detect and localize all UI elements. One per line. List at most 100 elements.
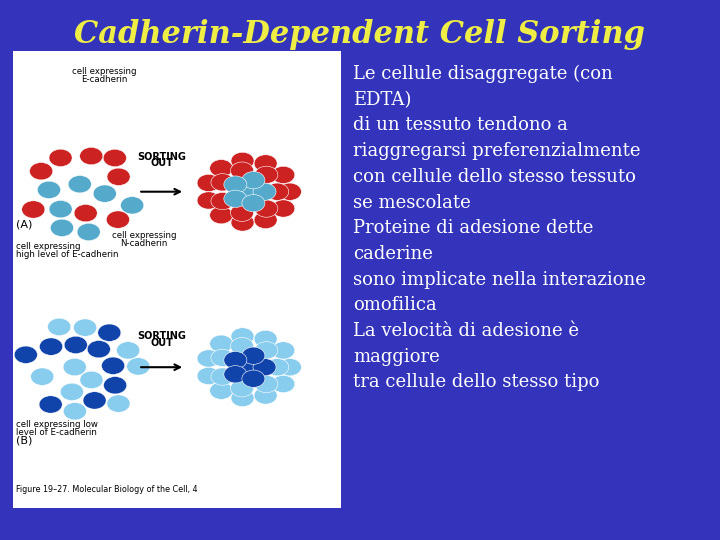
- Circle shape: [211, 192, 234, 210]
- Circle shape: [242, 347, 265, 365]
- Text: E-cadherin: E-cadherin: [81, 75, 127, 84]
- Circle shape: [22, 201, 45, 218]
- Circle shape: [80, 147, 103, 165]
- Circle shape: [37, 181, 60, 199]
- Circle shape: [48, 318, 71, 335]
- Circle shape: [231, 152, 254, 170]
- Circle shape: [242, 194, 265, 212]
- Circle shape: [49, 149, 72, 166]
- Circle shape: [255, 342, 278, 359]
- Circle shape: [230, 338, 253, 355]
- Circle shape: [242, 370, 265, 387]
- Circle shape: [255, 375, 278, 393]
- Circle shape: [104, 376, 127, 394]
- Circle shape: [224, 176, 247, 193]
- Circle shape: [211, 349, 234, 367]
- Circle shape: [279, 359, 302, 376]
- Circle shape: [237, 183, 260, 200]
- Text: Cadherin-Dependent Cell Sorting: Cadherin-Dependent Cell Sorting: [74, 19, 646, 50]
- Circle shape: [231, 389, 254, 407]
- Circle shape: [98, 324, 121, 341]
- Circle shape: [210, 335, 233, 352]
- Circle shape: [224, 352, 247, 369]
- Text: N-cadherin: N-cadherin: [120, 239, 168, 248]
- Circle shape: [230, 380, 253, 397]
- Circle shape: [197, 350, 220, 367]
- Circle shape: [211, 174, 234, 191]
- Circle shape: [14, 346, 37, 363]
- Circle shape: [121, 197, 144, 214]
- Circle shape: [210, 207, 233, 224]
- Circle shape: [230, 162, 253, 179]
- Text: OUT: OUT: [150, 158, 174, 168]
- Circle shape: [271, 375, 294, 393]
- Circle shape: [255, 200, 278, 217]
- Circle shape: [80, 372, 103, 389]
- Circle shape: [73, 319, 96, 336]
- Text: cell expressing: cell expressing: [112, 231, 176, 240]
- Text: cell expressing: cell expressing: [72, 66, 137, 76]
- Circle shape: [224, 190, 247, 207]
- Circle shape: [254, 211, 277, 228]
- Circle shape: [230, 204, 253, 221]
- Circle shape: [254, 387, 277, 404]
- Circle shape: [74, 205, 97, 222]
- Text: Figure 19–27. Molecular Biology of the Cell, 4: Figure 19–27. Molecular Biology of the C…: [16, 485, 197, 494]
- Circle shape: [253, 359, 276, 376]
- Circle shape: [253, 183, 276, 200]
- Circle shape: [30, 163, 53, 180]
- Circle shape: [102, 357, 125, 374]
- Circle shape: [231, 214, 254, 231]
- Text: (A): (A): [16, 219, 32, 230]
- Circle shape: [83, 392, 106, 409]
- Circle shape: [279, 183, 302, 200]
- Text: SORTING: SORTING: [138, 331, 186, 341]
- Text: cell expressing low: cell expressing low: [16, 420, 98, 429]
- Text: cell expressing: cell expressing: [16, 242, 81, 251]
- Circle shape: [117, 342, 140, 359]
- Circle shape: [107, 395, 130, 412]
- Circle shape: [127, 358, 150, 375]
- Text: Le cellule disaggregate (con
EDTA)
di un tessuto tendono a
riaggregarsi preferen: Le cellule disaggregate (con EDTA) di un…: [353, 65, 646, 392]
- Circle shape: [94, 185, 117, 202]
- Circle shape: [50, 219, 73, 237]
- Circle shape: [254, 330, 277, 348]
- Text: high level of E-cadherin: high level of E-cadherin: [16, 250, 118, 259]
- Circle shape: [237, 359, 260, 376]
- Circle shape: [40, 338, 63, 355]
- Circle shape: [107, 168, 130, 185]
- Circle shape: [68, 176, 91, 193]
- Circle shape: [107, 211, 130, 228]
- Circle shape: [211, 368, 234, 385]
- Circle shape: [31, 368, 54, 385]
- Circle shape: [63, 359, 86, 376]
- Circle shape: [271, 166, 294, 184]
- FancyBboxPatch shape: [13, 51, 341, 508]
- Circle shape: [210, 382, 233, 400]
- Circle shape: [39, 396, 62, 413]
- Text: SORTING: SORTING: [138, 152, 186, 162]
- Circle shape: [266, 183, 289, 200]
- Circle shape: [255, 166, 278, 184]
- Circle shape: [197, 367, 220, 384]
- Circle shape: [49, 200, 72, 218]
- Circle shape: [87, 341, 110, 358]
- Circle shape: [64, 336, 87, 354]
- Circle shape: [271, 200, 294, 217]
- Text: level of E-cadherin: level of E-cadherin: [16, 428, 96, 437]
- Text: OUT: OUT: [150, 338, 174, 348]
- Circle shape: [63, 403, 86, 420]
- Circle shape: [271, 342, 294, 359]
- Circle shape: [266, 359, 289, 376]
- Circle shape: [242, 172, 265, 189]
- Circle shape: [104, 150, 127, 167]
- Circle shape: [60, 383, 84, 401]
- Circle shape: [197, 174, 220, 192]
- Circle shape: [210, 159, 233, 177]
- Text: (B): (B): [16, 435, 32, 445]
- Circle shape: [197, 192, 220, 209]
- Circle shape: [231, 328, 254, 345]
- Circle shape: [254, 155, 277, 172]
- Circle shape: [224, 366, 247, 383]
- Circle shape: [77, 224, 100, 241]
